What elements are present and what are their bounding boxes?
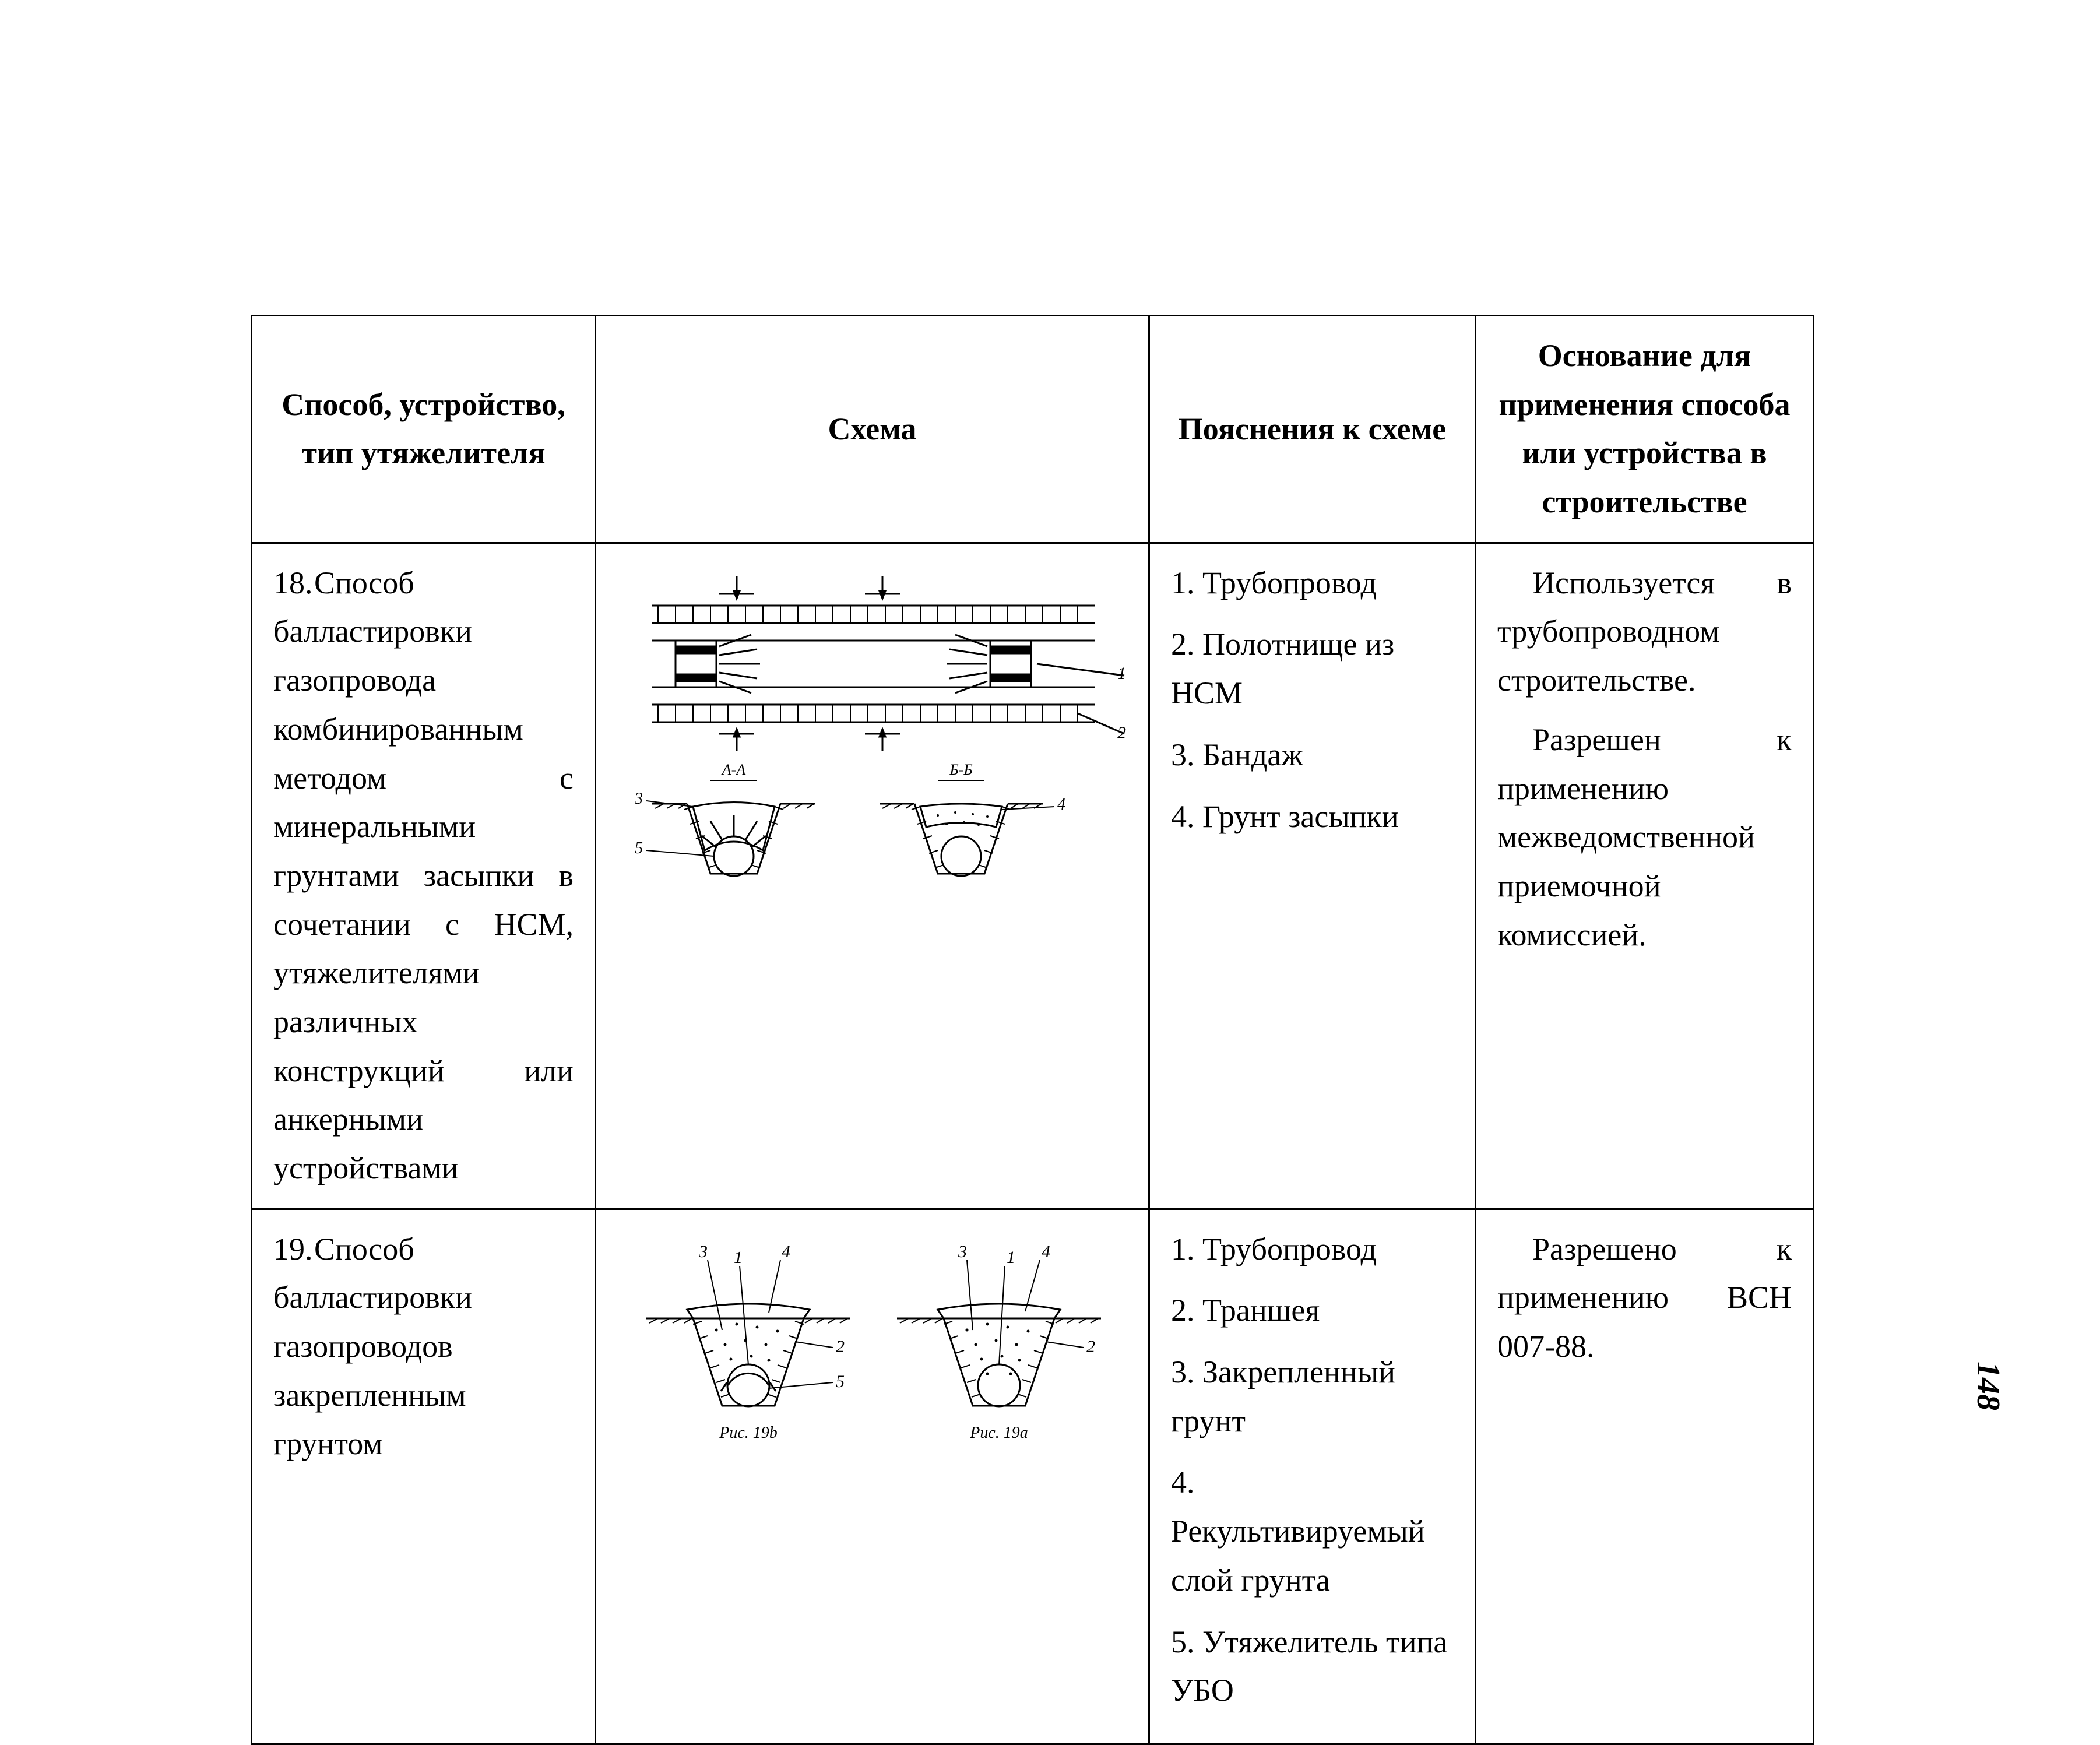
legend-item: 1. Трубопровод bbox=[1171, 559, 1454, 608]
cell-legend: 1. Трубопровод 2. Полотнище из НСМ 3. Ба… bbox=[1149, 543, 1476, 1209]
svg-text:3: 3 bbox=[958, 1242, 967, 1261]
document-page: 148 Способ, устройство, тип утяжелителя … bbox=[0, 0, 2100, 1521]
svg-text:2: 2 bbox=[1086, 1337, 1095, 1356]
svg-text:Рис. 19а: Рис. 19а bbox=[969, 1424, 1028, 1442]
svg-text:4: 4 bbox=[782, 1242, 790, 1261]
svg-text:А-А: А-А bbox=[721, 761, 746, 778]
cell-schema: 1 3 4 2 5 Рис. 19b bbox=[596, 1209, 1149, 1744]
col-header-basis: Основание для применения способа или уст… bbox=[1476, 316, 1814, 543]
col-header-legend: Пояснения к схеме bbox=[1149, 316, 1476, 543]
row-number: 18. bbox=[273, 559, 314, 608]
legend-item: 2. Полотнище из НСМ bbox=[1171, 620, 1454, 717]
legend-item: 2. Траншея bbox=[1171, 1286, 1454, 1335]
cell-schema: 1 2 А-А bbox=[596, 543, 1149, 1209]
table-row: 18.Способ балластировки газопровода комб… bbox=[252, 543, 1814, 1209]
main-table: Способ, устройство, тип утяжелителя Схем… bbox=[251, 315, 1814, 1745]
svg-text:4: 4 bbox=[1057, 796, 1065, 814]
legend-item: 3. Бандаж bbox=[1171, 731, 1454, 780]
svg-text:2: 2 bbox=[836, 1337, 845, 1356]
table-header-row: Способ, устройство, тип утяжелителя Схем… bbox=[252, 316, 1814, 543]
legend-item: 4. Рекультивируемый слой грунта bbox=[1171, 1458, 1454, 1605]
svg-text:Рис. 19b: Рис. 19b bbox=[719, 1424, 778, 1442]
svg-text:3: 3 bbox=[634, 790, 643, 808]
svg-text:4: 4 bbox=[1042, 1242, 1050, 1261]
table-row: 19.Способ балластировки газопроводов зак… bbox=[252, 1209, 1814, 1744]
col-header-schema: Схема bbox=[596, 316, 1149, 543]
basis-para: Разрешено к применению ВСН 007-88. bbox=[1497, 1225, 1792, 1371]
cell-basis: Используется в трубопроводном строительс… bbox=[1476, 543, 1814, 1209]
basis-para: Разрешен к применению межведомственной п… bbox=[1497, 716, 1792, 959]
schema-diagram-18: 1 2 А-А bbox=[617, 559, 1130, 920]
svg-text:3: 3 bbox=[698, 1242, 708, 1261]
row-number: 19. bbox=[273, 1225, 314, 1274]
cell-method: 19.Способ балластировки газопроводов зак… bbox=[252, 1209, 596, 1744]
svg-text:5: 5 bbox=[836, 1372, 845, 1391]
legend-item: 1. Трубопровод bbox=[1171, 1225, 1454, 1274]
svg-text:5: 5 bbox=[635, 839, 643, 857]
legend-item: 3. Закрепленный грунт bbox=[1171, 1348, 1454, 1445]
svg-text:Б-Б: Б-Б bbox=[949, 761, 972, 778]
svg-text:1: 1 bbox=[734, 1248, 743, 1267]
cell-method: 18.Способ балластировки газопровода комб… bbox=[252, 543, 596, 1209]
svg-text:2: 2 bbox=[1117, 723, 1126, 743]
cell-legend: 1. Трубопровод 2. Траншея 3. Закрепленны… bbox=[1149, 1209, 1476, 1744]
svg-text:1: 1 bbox=[1117, 664, 1126, 683]
basis-para: Используется в трубопроводном строительс… bbox=[1497, 559, 1792, 705]
svg-text:1: 1 bbox=[1007, 1248, 1015, 1267]
legend-item: 4. Грунт засыпки bbox=[1171, 793, 1454, 842]
cell-basis: Разрешено к применению ВСН 007-88. bbox=[1476, 1209, 1814, 1744]
schema-diagram-19: 1 3 4 2 5 Рис. 19b bbox=[617, 1225, 1130, 1482]
col-header-method: Способ, устройство, тип утяжелителя bbox=[252, 316, 596, 543]
legend-item: 5. Утяжелитель типа УБО bbox=[1171, 1618, 1454, 1715]
method-text: Способ балластировки газопровода комбини… bbox=[273, 565, 574, 1185]
page-number: 148 bbox=[1969, 1361, 2007, 1410]
